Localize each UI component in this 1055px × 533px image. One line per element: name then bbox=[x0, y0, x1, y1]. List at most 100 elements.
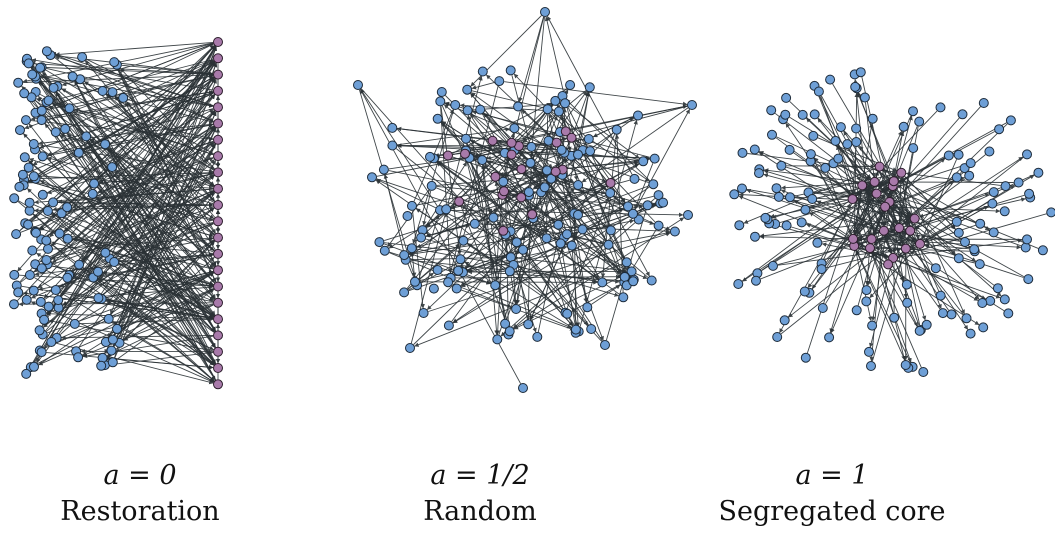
random-edge bbox=[470, 93, 572, 211]
random-edge bbox=[566, 197, 610, 309]
segregated-edge bbox=[919, 192, 990, 218]
restoration-edge bbox=[51, 214, 215, 365]
restoration-periphery-node bbox=[41, 46, 52, 57]
random-periphery-node bbox=[523, 319, 534, 330]
restoration-core-node bbox=[213, 265, 223, 276]
restoration-edge bbox=[118, 191, 215, 260]
segregated-periphery-node bbox=[733, 279, 744, 289]
segregated-edge bbox=[856, 209, 882, 236]
restoration-edge bbox=[82, 304, 214, 357]
random-periphery-node bbox=[556, 144, 567, 155]
restoration-edge bbox=[34, 188, 214, 205]
restoration-periphery-node bbox=[100, 247, 111, 258]
segregated-edge bbox=[871, 252, 912, 363]
random-periphery-node bbox=[638, 156, 649, 167]
segregated-periphery-node bbox=[908, 106, 918, 117]
label-segregated: Segregated core bbox=[718, 496, 946, 527]
restoration-periphery-node bbox=[43, 243, 53, 254]
segregated-periphery-node bbox=[969, 244, 980, 255]
restoration-periphery-node bbox=[21, 115, 31, 126]
random-periphery-node bbox=[683, 210, 693, 220]
segregated-core-node bbox=[896, 167, 907, 178]
segregated-edge bbox=[902, 230, 917, 242]
segregated-periphery-node bbox=[805, 149, 816, 160]
segregated-edge bbox=[806, 189, 862, 354]
restoration-edge bbox=[118, 263, 214, 302]
random-periphery-node bbox=[490, 280, 501, 291]
random-edge bbox=[440, 106, 453, 274]
random-edge bbox=[513, 222, 636, 329]
segregated-periphery-node bbox=[851, 137, 862, 147]
segregated-periphery-node bbox=[780, 109, 791, 120]
restoration-periphery-node bbox=[14, 181, 25, 192]
random-periphery-node bbox=[597, 277, 608, 288]
restoration-edge bbox=[24, 59, 214, 130]
random-edge bbox=[455, 274, 621, 279]
restoration-edge bbox=[51, 213, 215, 317]
random-edge bbox=[483, 113, 622, 279]
segregated-periphery-node bbox=[781, 92, 792, 103]
segregated-core-node bbox=[865, 243, 875, 254]
restoration-edge bbox=[117, 288, 214, 338]
random-periphery-node bbox=[619, 272, 630, 282]
segregated-periphery-node bbox=[1037, 245, 1048, 256]
segregated-periphery-node bbox=[785, 192, 795, 203]
random-periphery-node bbox=[387, 122, 398, 133]
segregated-edge bbox=[777, 247, 902, 266]
restoration-periphery-node bbox=[73, 147, 84, 158]
restoration-core-node bbox=[213, 85, 223, 96]
random-edge bbox=[565, 99, 651, 182]
random-edge bbox=[578, 185, 649, 213]
random-periphery-node bbox=[504, 266, 515, 277]
restoration-periphery-node bbox=[11, 229, 22, 240]
segregated-nodes bbox=[729, 67, 1055, 377]
restoration-edge bbox=[43, 62, 216, 349]
random-periphery-node bbox=[642, 200, 653, 211]
segregated-edge bbox=[897, 238, 1023, 258]
random-periphery-node bbox=[628, 208, 638, 219]
segregated-edge bbox=[853, 243, 873, 322]
restoration-edge bbox=[31, 67, 216, 316]
segregated-periphery-node bbox=[807, 194, 818, 204]
random-periphery-node bbox=[405, 343, 415, 353]
segregated-edge bbox=[893, 158, 946, 200]
segregated-periphery-node bbox=[754, 168, 764, 179]
restoration-edge bbox=[55, 342, 214, 385]
restoration-core-node bbox=[213, 281, 223, 292]
segregated-periphery-node bbox=[1000, 181, 1011, 192]
random-periphery-node bbox=[407, 200, 417, 211]
segregated-periphery-node bbox=[867, 320, 878, 331]
random-periphery-node bbox=[402, 211, 413, 221]
random-periphery-node bbox=[441, 204, 452, 215]
segregated-periphery-node bbox=[994, 124, 1005, 135]
random-edge bbox=[614, 134, 624, 293]
restoration-edge bbox=[29, 94, 215, 297]
segregated-edge bbox=[855, 250, 911, 363]
random-periphery-node bbox=[428, 283, 439, 294]
random-periphery-node bbox=[475, 104, 486, 115]
restoration-edge bbox=[37, 174, 215, 289]
restoration-periphery-node bbox=[23, 219, 34, 230]
segregated-edge bbox=[869, 262, 893, 348]
restoration-edge bbox=[55, 91, 216, 381]
random-edge bbox=[440, 106, 462, 255]
random-periphery-node bbox=[611, 124, 622, 135]
restoration-core-node bbox=[213, 363, 223, 373]
random-periphery-node bbox=[583, 134, 594, 144]
random-core-node bbox=[516, 164, 527, 175]
restoration-periphery-node bbox=[54, 228, 65, 239]
segregated-periphery-node bbox=[842, 139, 853, 150]
segregated-edge bbox=[889, 208, 911, 218]
segregated-periphery-node bbox=[799, 286, 810, 297]
random-edge bbox=[634, 163, 654, 210]
random-periphery-node bbox=[505, 65, 516, 76]
random-periphery-node bbox=[387, 140, 398, 151]
random-edge bbox=[459, 103, 554, 112]
segregated-periphery-node bbox=[1020, 242, 1031, 253]
random-periphery-node bbox=[426, 180, 437, 191]
restoration-periphery-node bbox=[69, 318, 80, 329]
restoration-edges bbox=[17, 41, 221, 385]
random-periphery-node bbox=[458, 235, 469, 246]
segregated-edge bbox=[855, 197, 875, 235]
segregated-periphery-node bbox=[797, 109, 808, 120]
